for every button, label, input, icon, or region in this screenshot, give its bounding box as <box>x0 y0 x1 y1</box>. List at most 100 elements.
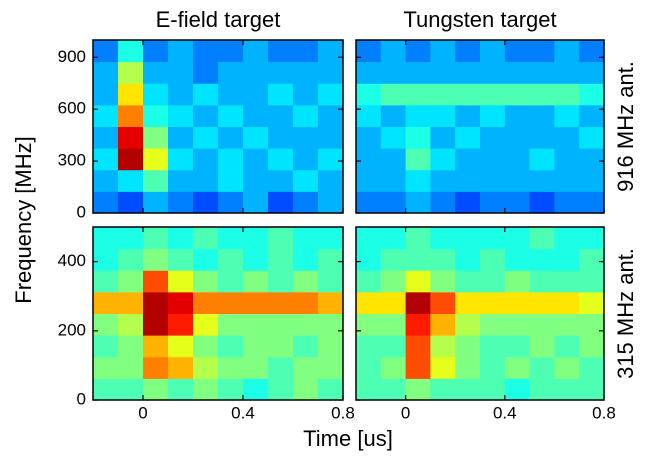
heatmap-cell <box>193 335 219 358</box>
heatmap-cell <box>579 169 605 192</box>
heatmap-cell <box>380 378 407 401</box>
heatmap-cell <box>318 248 344 271</box>
heatmap-cell <box>193 270 219 293</box>
heatmap-cell <box>268 227 294 250</box>
x-tick-label: 0.4 <box>493 403 517 422</box>
heatmap-cell <box>143 126 169 149</box>
heatmap-cell <box>579 270 605 293</box>
heatmap-cell <box>554 378 580 401</box>
heatmap-cell <box>193 291 219 314</box>
heatmap-cell <box>118 291 144 314</box>
heatmap-cell <box>405 270 431 293</box>
heatmap-cell <box>193 227 219 250</box>
heatmap-cell <box>318 169 344 192</box>
heatmap-cell <box>193 61 219 84</box>
heatmap-cell <box>380 248 407 271</box>
heatmap-cell <box>218 335 244 358</box>
heatmap-cell <box>554 191 580 214</box>
heatmap-cell <box>93 313 119 336</box>
heatmap-cell <box>405 191 431 214</box>
heatmap-cell <box>480 104 506 127</box>
heatmap-cell <box>480 40 506 63</box>
heatmap-cell <box>480 248 506 271</box>
heatmap-cell <box>356 378 382 401</box>
heatmap-cell <box>243 104 269 127</box>
heatmap-cell <box>455 169 481 192</box>
heatmap-cell <box>143 104 169 127</box>
y-tick-label: 0 <box>77 202 86 221</box>
heatmap-cell <box>293 40 319 63</box>
heatmap-cell <box>218 248 244 271</box>
heatmap-cell <box>218 169 244 192</box>
heatmap-cell <box>455 378 481 401</box>
heatmap-cell <box>268 335 294 358</box>
heatmap-cell <box>405 126 431 149</box>
heatmap-cell <box>380 169 407 192</box>
heatmap-cell <box>455 126 481 149</box>
heatmap-cell <box>268 313 294 336</box>
heatmap-cell <box>218 61 244 84</box>
heatmap-cell <box>143 270 169 293</box>
heatmap-cell <box>455 248 481 271</box>
heatmap-cell <box>504 356 531 379</box>
heatmap-cell <box>579 148 605 171</box>
heatmap-cell <box>529 313 555 336</box>
heatmap-cell <box>405 148 431 171</box>
heatmap-cell <box>168 126 194 149</box>
heatmap-cell <box>380 227 407 250</box>
heatmap-cell <box>168 169 194 192</box>
heatmap-cell <box>93 378 119 401</box>
heatmap-cell <box>318 227 344 250</box>
heatmap-cell <box>356 227 382 250</box>
heatmap-cell <box>218 191 244 214</box>
heatmap-cell <box>143 356 169 379</box>
heatmap-cell <box>455 61 481 84</box>
heatmap-cell <box>268 126 294 149</box>
heatmap-cell <box>243 169 269 192</box>
heatmap-cell <box>143 148 169 171</box>
heatmap-cell <box>93 169 119 192</box>
heatmap-cell <box>318 83 344 106</box>
heatmap-cell <box>293 126 319 149</box>
panel-frame <box>355 39 605 214</box>
heatmap-cell <box>118 169 144 192</box>
heatmap-cell <box>193 104 219 127</box>
heatmap-cell <box>356 335 382 358</box>
y-tick-label: 400 <box>58 251 86 270</box>
heatmap-cell <box>143 227 169 250</box>
heatmap-cell <box>380 313 407 336</box>
heatmap-cell <box>529 169 555 192</box>
heatmap-cell <box>318 335 344 358</box>
heatmap-cell <box>143 61 169 84</box>
heatmap-cell <box>430 83 456 106</box>
heatmap-cell <box>318 270 344 293</box>
heatmap-cell <box>356 270 382 293</box>
heatmap-cell <box>93 191 119 214</box>
heatmap-cell <box>318 291 344 314</box>
x-tick-label: 0 <box>138 403 147 422</box>
heatmap-cell <box>168 270 194 293</box>
heatmap-cell <box>356 191 382 214</box>
heatmap-cell <box>168 191 194 214</box>
heatmap-cell <box>293 148 319 171</box>
heatmap-cell <box>93 61 119 84</box>
heatmap-cell <box>243 248 269 271</box>
heatmap-cell <box>430 356 456 379</box>
heatmap-cell <box>430 104 456 127</box>
heatmap-cell <box>480 227 506 250</box>
panel-title: Tungsten target <box>403 7 556 32</box>
heatmap-cell <box>318 61 344 84</box>
heatmap-cell <box>293 378 319 401</box>
heatmap-cell <box>293 61 319 84</box>
y-tick-label: 300 <box>58 151 86 170</box>
heatmap-cell <box>455 104 481 127</box>
heatmap-cell <box>218 104 244 127</box>
heatmap-cell <box>143 83 169 106</box>
heatmap-cell <box>579 356 605 379</box>
heatmap-cell <box>455 313 481 336</box>
heatmap-cell <box>143 291 169 314</box>
heatmap-cell <box>293 83 319 106</box>
heatmap-cell <box>405 313 431 336</box>
heatmap-cell <box>554 356 580 379</box>
heatmap-cell <box>455 148 481 171</box>
